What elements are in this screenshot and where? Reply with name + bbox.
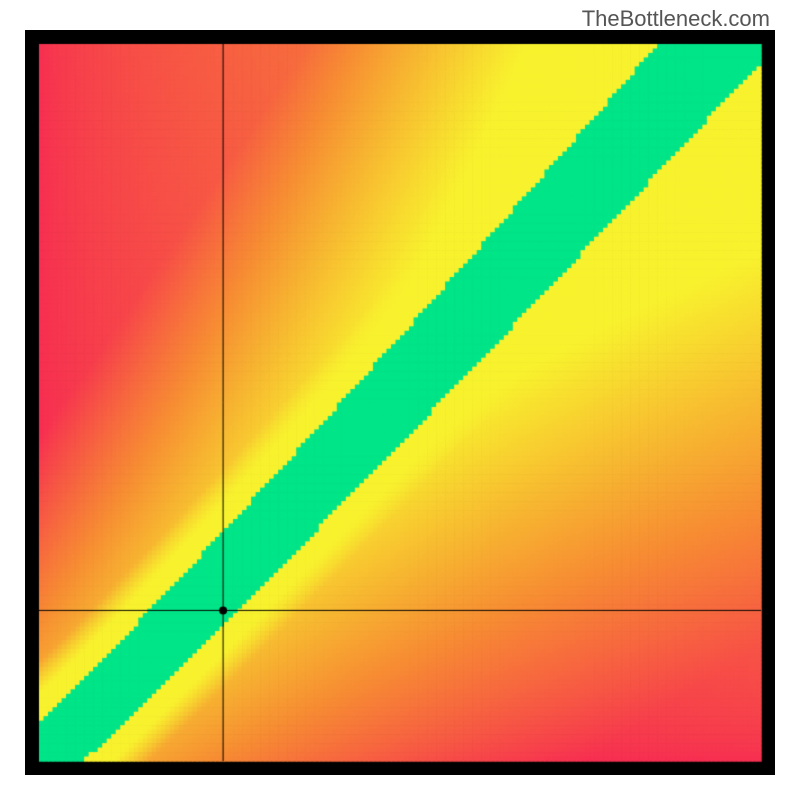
watermark-label: TheBottleneck.com [582, 6, 770, 32]
chart-container: TheBottleneck.com [0, 0, 800, 800]
heatmap-canvas [25, 30, 775, 775]
chart-plot-area [25, 30, 775, 775]
